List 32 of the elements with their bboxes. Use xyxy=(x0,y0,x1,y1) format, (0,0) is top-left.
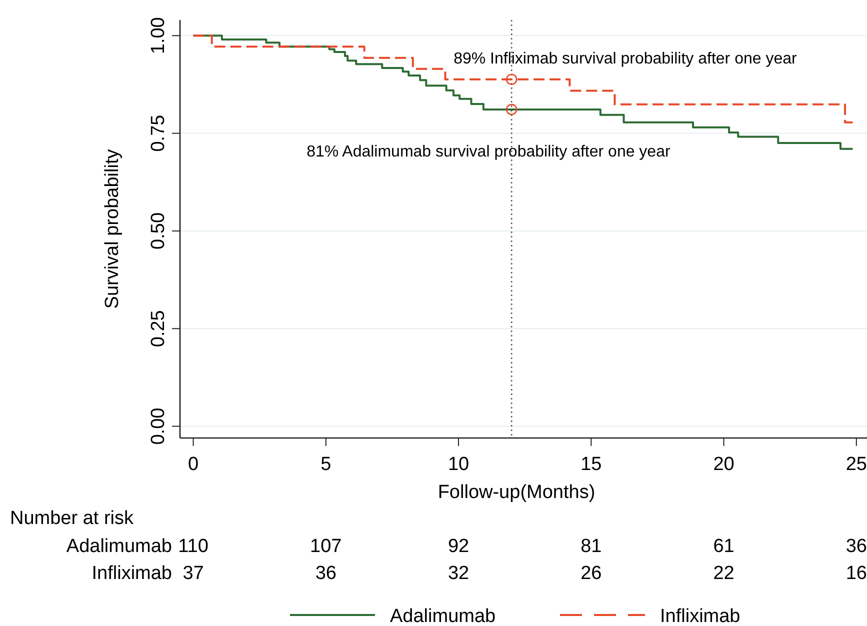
text: 61 xyxy=(713,536,734,557)
annotation: 81% Adalimumab survival probability after one year xyxy=(306,143,671,160)
text: 26 xyxy=(580,563,602,584)
x-tick-label: 0 xyxy=(188,454,199,475)
x-tick-label: 25 xyxy=(846,454,867,475)
text: 37 xyxy=(182,563,204,584)
x-tick-label: 10 xyxy=(448,454,470,475)
text: 36 xyxy=(846,536,867,557)
text: 110 xyxy=(178,536,208,557)
y-tick-label: 0.50 xyxy=(148,212,169,250)
text: Adalimumab xyxy=(66,536,172,557)
text: 81 xyxy=(580,536,602,557)
legend-label: Adalimumab xyxy=(390,606,496,626)
text: 22 xyxy=(713,563,734,584)
x-tick-label: 15 xyxy=(580,454,602,475)
text: 32 xyxy=(448,563,470,584)
y-tick-label: 1.00 xyxy=(148,17,169,54)
y-tick-label: 0.00 xyxy=(148,408,169,445)
text: Number at risk xyxy=(10,508,134,529)
text: 16 xyxy=(846,563,867,584)
text: 107 xyxy=(310,536,342,557)
y-axis-title: Survival probability xyxy=(102,148,123,309)
text: 36 xyxy=(315,563,336,584)
x-tick-label: 20 xyxy=(713,454,734,475)
annotation: 89% Infliximab survival probability after one year xyxy=(454,50,798,68)
x-axis-title: Follow-up(Months) xyxy=(438,482,596,503)
y-tick-label: 0.25 xyxy=(148,310,169,348)
x-tick-label: 5 xyxy=(320,454,332,475)
y-tick-label: 0.75 xyxy=(148,114,169,152)
text: 92 xyxy=(448,536,470,557)
legend-label: Infliximab xyxy=(660,606,740,626)
text: Infliximab xyxy=(92,563,172,584)
